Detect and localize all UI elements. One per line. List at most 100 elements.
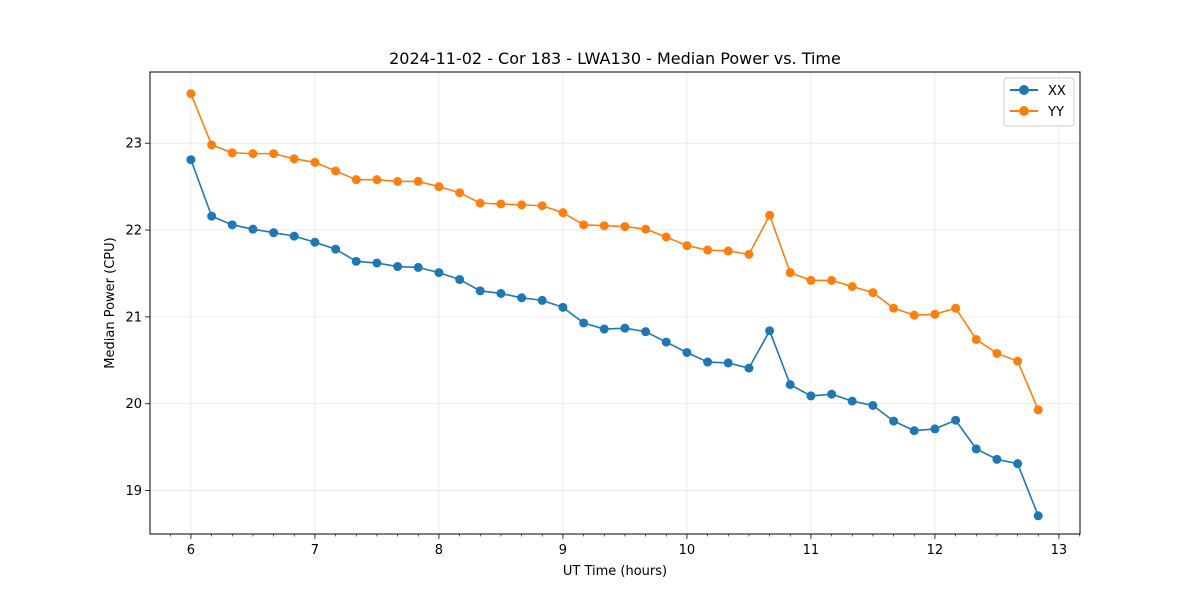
data-point-yy — [1033, 405, 1043, 415]
data-point-xx — [331, 244, 341, 254]
x-tick-label: 12 — [927, 543, 944, 558]
legend-label-yy: YY — [1047, 105, 1064, 120]
data-point-xx — [847, 396, 857, 406]
data-point-yy — [289, 154, 299, 164]
x-tick-label: 11 — [803, 543, 820, 558]
legend-label-xx: XX — [1048, 84, 1066, 99]
legend-marker-yy — [1019, 106, 1029, 116]
legend-marker-xx — [1019, 85, 1029, 95]
x-tick-label: 10 — [679, 543, 696, 558]
data-point-yy — [413, 176, 423, 186]
data-point-xx — [186, 155, 196, 165]
data-point-yy — [868, 288, 878, 298]
data-point-yy — [207, 140, 217, 150]
y-axis-label: Median Power (CPU) — [103, 237, 118, 368]
data-point-xx — [413, 262, 423, 272]
data-point-xx — [310, 237, 320, 247]
data-point-yy — [1013, 356, 1023, 366]
ticks: 6 7 8 9 10 11 12 13 19 20 21 22 23 — [125, 137, 1080, 558]
data-point-yy — [641, 224, 651, 234]
data-point-yy — [227, 148, 237, 158]
data-point-yy — [930, 309, 940, 319]
x-tick-label: 8 — [435, 543, 443, 558]
data-point-xx — [951, 415, 961, 425]
data-point-yy — [351, 175, 361, 185]
data-point-xx — [620, 323, 630, 333]
data-point-xx — [455, 275, 465, 285]
x-tick-label: 13 — [1051, 543, 1068, 558]
data-point-xx — [641, 327, 651, 337]
data-point-xx — [889, 416, 899, 426]
data-point-yy — [785, 268, 795, 278]
y-tick-label: 22 — [125, 224, 142, 239]
data-point-yy — [372, 175, 382, 185]
data-point-yy — [579, 220, 589, 230]
data-point-yy — [558, 208, 568, 218]
data-point-xx — [289, 231, 299, 241]
data-point-xx — [868, 400, 878, 410]
data-point-yy — [434, 182, 444, 192]
data-point-xx — [992, 454, 1002, 464]
data-point-xx — [496, 288, 506, 298]
data-point-yy — [971, 334, 981, 344]
data-point-xx — [806, 391, 816, 401]
x-tick-label: 7 — [311, 543, 319, 558]
series-yy — [186, 89, 1043, 415]
plot-frame — [149, 71, 1081, 535]
data-point-xx — [1033, 511, 1043, 521]
data-point-yy — [269, 149, 279, 159]
data-point-xx — [227, 220, 237, 230]
x-tick-label: 9 — [559, 543, 567, 558]
legend: XX YY — [1003, 77, 1075, 127]
data-point-xx — [971, 444, 981, 454]
data-point-xx — [599, 324, 609, 334]
data-point-yy — [827, 275, 837, 285]
data-point-yy — [620, 222, 630, 232]
data-point-xx — [517, 293, 527, 303]
chart-title: 2024-11-02 - Cor 183 - LWA130 - Median P… — [389, 49, 841, 68]
data-point-yy — [806, 275, 816, 285]
data-point-yy — [765, 210, 775, 220]
data-point-yy — [310, 157, 320, 167]
data-point-xx — [744, 363, 754, 373]
series-xx — [186, 155, 1043, 521]
data-point-yy — [393, 176, 403, 186]
data-point-yy — [723, 246, 733, 256]
data-point-xx — [703, 357, 713, 367]
y-tick-label: 20 — [125, 397, 142, 412]
data-point-yy — [703, 245, 713, 255]
y-tick-label: 21 — [125, 310, 142, 325]
x-tick-label: 6 — [187, 543, 195, 558]
data-point-yy — [599, 221, 609, 231]
data-point-yy — [186, 89, 196, 99]
data-point-xx — [827, 389, 837, 399]
data-point-yy — [661, 232, 671, 242]
data-point-xx — [765, 326, 775, 336]
data-point-xx — [785, 380, 795, 390]
data-point-yy — [331, 166, 341, 176]
data-point-xx — [537, 295, 547, 305]
data-point-yy — [517, 200, 527, 210]
data-point-xx — [661, 337, 671, 347]
data-point-yy — [475, 198, 485, 208]
data-point-xx — [207, 211, 217, 221]
data-point-yy — [744, 249, 754, 259]
y-tick-label: 23 — [125, 137, 142, 152]
data-point-xx — [475, 286, 485, 296]
data-point-yy — [537, 201, 547, 211]
data-point-xx — [1013, 459, 1023, 469]
data-point-xx — [372, 258, 382, 268]
data-point-xx — [269, 228, 279, 238]
data-point-xx — [579, 318, 589, 328]
data-point-yy — [951, 303, 961, 313]
grid — [150, 72, 1080, 534]
data-point-yy — [455, 188, 465, 198]
y-tick-label: 19 — [125, 484, 142, 499]
data-point-yy — [496, 199, 506, 209]
data-point-yy — [992, 348, 1002, 358]
data-point-yy — [682, 241, 692, 251]
data-point-xx — [930, 424, 940, 434]
series-layer — [186, 89, 1043, 521]
